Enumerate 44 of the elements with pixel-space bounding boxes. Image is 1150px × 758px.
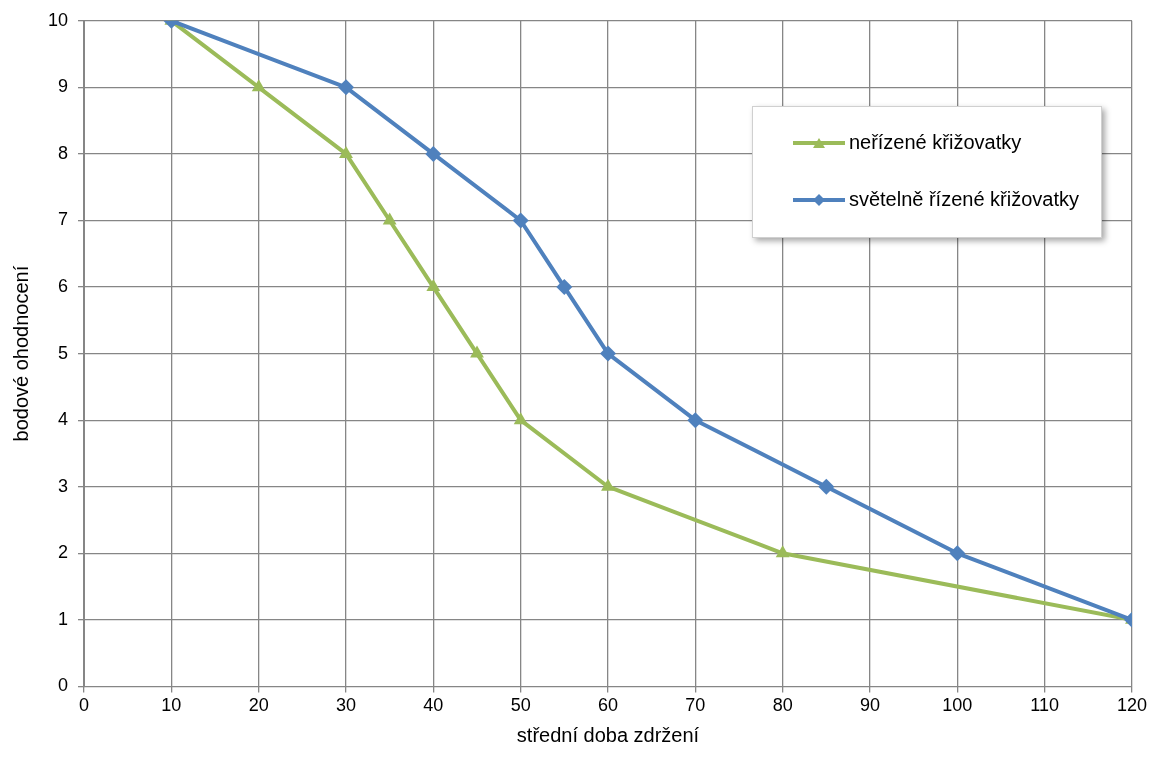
point — [470, 345, 484, 358]
point — [251, 79, 266, 92]
point — [601, 478, 615, 491]
point — [949, 545, 966, 562]
x-tick-label: 60 — [597, 695, 619, 716]
point — [339, 145, 353, 158]
x-tick-label: 100 — [942, 695, 973, 716]
y-tick-label: 9 — [58, 76, 69, 97]
point — [382, 212, 397, 225]
y-tick-label: 5 — [58, 342, 69, 363]
y-tick-label: 8 — [58, 142, 69, 163]
x-tick-label: 80 — [772, 695, 793, 716]
y-tick-label: 4 — [58, 409, 69, 430]
point — [775, 545, 790, 558]
point — [338, 79, 355, 96]
x-tick-label: 0 — [79, 695, 90, 716]
point — [513, 412, 528, 425]
point — [600, 345, 616, 362]
y-tick-label: 10 — [47, 9, 69, 30]
legend-label: neřízené křižovatky — [848, 131, 1022, 154]
point — [426, 279, 441, 292]
y-tick-label: 0 — [58, 675, 69, 696]
x-tick-label: 30 — [336, 695, 357, 716]
x-axis-title: střední doba zdržení — [516, 723, 700, 746]
legend-label: světelně řízené křižovatky — [848, 188, 1079, 211]
y-tick-label: 1 — [58, 608, 69, 629]
y-tick-label: 3 — [58, 475, 69, 496]
x-tick-label: 70 — [685, 695, 706, 716]
point — [556, 279, 573, 296]
x-tick-label: 110 — [1030, 695, 1060, 716]
point — [687, 412, 704, 429]
y-axis-title: bodové ohodnocení — [9, 265, 32, 442]
x-tick-label: 50 — [510, 695, 531, 716]
x-tick-label: 10 — [161, 695, 182, 716]
point — [512, 212, 529, 229]
y-tick-label: 7 — [58, 209, 69, 230]
x-tick-label: 90 — [859, 695, 881, 716]
x-tick-label: 20 — [248, 695, 269, 716]
x-tick-label: 40 — [423, 695, 444, 716]
x-tick-label: 120 — [1116, 695, 1148, 716]
y-tick-label: 6 — [58, 276, 69, 297]
y-tick-label: 2 — [58, 542, 69, 563]
point — [818, 478, 835, 495]
point — [425, 145, 442, 162]
